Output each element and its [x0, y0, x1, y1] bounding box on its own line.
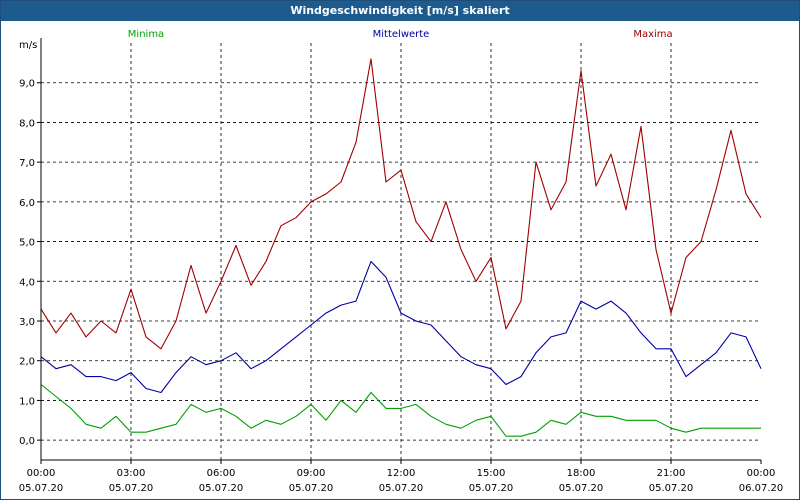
- window-title: Windgeschwindigkeit [m/s] skaliert: [1, 1, 799, 21]
- x-tick-label-time: 00:00: [27, 468, 56, 479]
- x-tick-label-time: 21:00: [657, 468, 686, 479]
- x-tick-label-date: 05.07.20: [559, 483, 604, 494]
- x-tick-label-time: 06:00: [207, 468, 236, 479]
- series-line-mittelwerte: [40, 260, 762, 394]
- x-tick-label-time: 09:00: [297, 468, 326, 479]
- x-tick-label-time: 00:00: [747, 468, 776, 479]
- y-tick-label: 0,0: [19, 436, 35, 447]
- x-tick-label-time: 12:00: [387, 468, 416, 479]
- x-tick-label-date: 05.07.20: [289, 483, 334, 494]
- x-tick-label-date: 05.07.20: [469, 483, 514, 494]
- y-tick-label: 6,0: [19, 198, 35, 209]
- y-tick-label: 5,0: [19, 238, 35, 249]
- x-tick-label-date: 05.07.20: [649, 483, 694, 494]
- y-tick-label: 4,0: [19, 277, 35, 288]
- series-line-maxima: [40, 58, 762, 350]
- y-tick-label: 2,0: [19, 357, 35, 368]
- x-tick-label-time: 18:00: [567, 468, 596, 479]
- x-tick-label-time: 03:00: [117, 468, 146, 479]
- y-tick-label: 8,0: [19, 118, 35, 129]
- x-tick-label-time: 15:00: [477, 468, 506, 479]
- ticks: 0,0 1,0 2,0 3,0 4,0 5,0 6,0 7,0 8,0 9,0 00:00 05.07…: [19, 79, 784, 494]
- y-axis-unit-label: m/s: [19, 40, 37, 51]
- x-tick-label-date: 05.07.20: [109, 483, 154, 494]
- line-chart: 0,0 1,0 2,0 3,0 4,0 5,0 6,0 7,0 8,0 9,0 00:00 05.07…: [19, 29, 784, 494]
- series-line-minima: [40, 384, 761, 437]
- y-tick-label: 7,0: [19, 158, 35, 169]
- grid-lines: [41, 43, 761, 460]
- legend-item-mittelwerte: Mittelwerte: [373, 29, 430, 40]
- legend-item-maxima: Maxima: [633, 29, 672, 40]
- series-layer: [40, 58, 762, 437]
- legend: Minima Mittelwerte Maxima: [128, 29, 673, 40]
- x-tick-label-date: 06.07.20: [739, 483, 784, 494]
- x-tick-label-date: 05.07.20: [379, 483, 424, 494]
- y-tick-label: 3,0: [19, 317, 35, 328]
- x-tick-label-date: 05.07.20: [19, 483, 64, 494]
- y-tick-label: 1,0: [19, 396, 35, 407]
- legend-item-minima: Minima: [128, 29, 164, 40]
- x-tick-label-date: 05.07.20: [199, 483, 244, 494]
- y-tick-label: 9,0: [19, 79, 35, 90]
